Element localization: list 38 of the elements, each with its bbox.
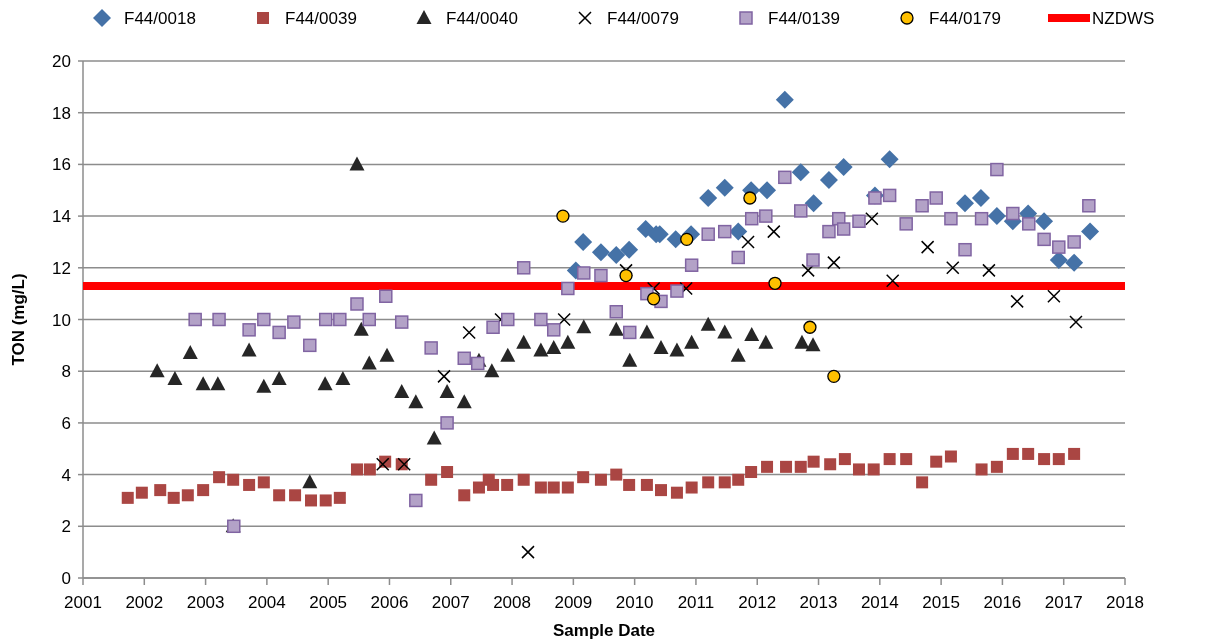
x-tick-label: 2006 [370, 593, 409, 612]
legend-label: F44/0139 [768, 9, 840, 28]
y-tick-label: 10 [52, 310, 71, 330]
legend-label: F44/0018 [124, 9, 196, 28]
y-tick-label: 2 [61, 517, 71, 537]
x-tick-label: 2007 [431, 593, 470, 612]
y-tick-label: 0 [61, 569, 71, 588]
y-tick-label: 4 [61, 465, 71, 485]
x-tick-label: 2008 [493, 593, 531, 612]
legend-label: F44/0079 [607, 9, 679, 28]
y-tick-label: 8 [61, 362, 71, 382]
y-tick-label: 16 [52, 155, 71, 175]
legend-label: F44/0179 [929, 9, 1001, 28]
legend-label: NZDWS [1092, 9, 1155, 28]
x-tick-label: 2015 [922, 593, 961, 612]
legend-label: F44/0039 [285, 9, 357, 28]
x-tick-label: 2005 [309, 593, 348, 612]
y-tick-label: 20 [52, 52, 71, 71]
y-tick-label: 14 [52, 207, 71, 227]
x-tick-label: 2012 [738, 593, 777, 612]
legend-label: F44/0040 [446, 9, 518, 28]
x-tick-label: 2002 [125, 593, 164, 612]
x-tick-label: 2009 [554, 593, 593, 612]
x-tick-label: 2003 [186, 593, 225, 612]
x-tick-label: 2014 [860, 593, 899, 612]
y-axis-title: TON (mg/L) [9, 273, 28, 366]
y-tick-label: 18 [52, 103, 71, 123]
y-tick-label: 6 [61, 413, 71, 433]
y-tick-label: 12 [52, 258, 71, 278]
x-tick-label: 2013 [799, 593, 838, 612]
x-tick-label: 2018 [1106, 593, 1144, 612]
x-tick-label: 2011 [677, 593, 715, 612]
x-axis-title: Sample Date [552, 621, 656, 640]
x-tick-label: 2010 [615, 593, 654, 612]
x-tick-label: 2017 [1044, 593, 1083, 612]
x-tick-label: 2001 [64, 593, 102, 612]
x-tick-label: 2004 [247, 593, 286, 612]
x-tick-label: 2016 [983, 593, 1022, 612]
